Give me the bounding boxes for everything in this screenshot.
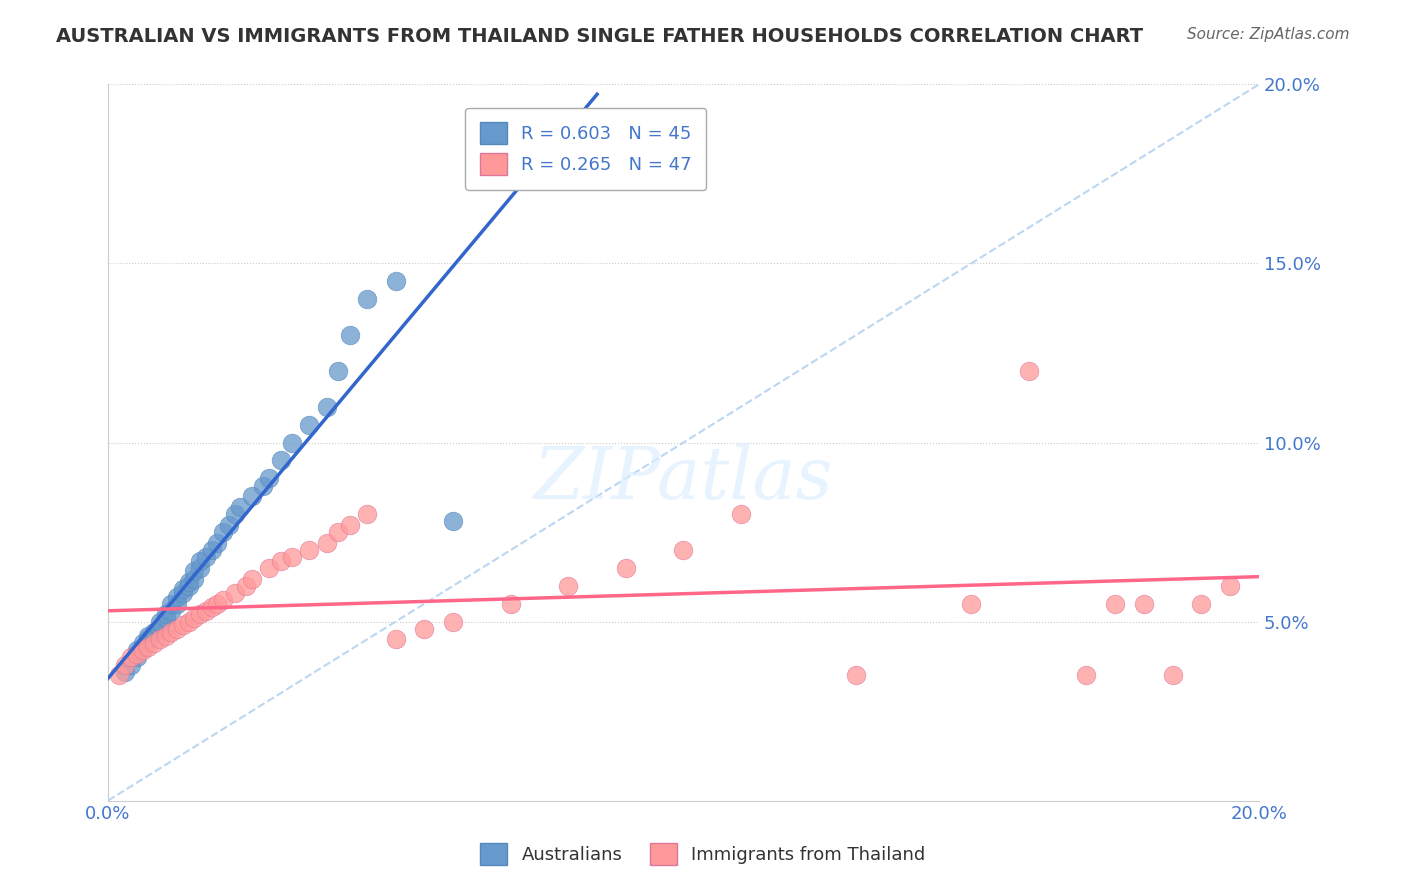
Point [1161, 668, 1184, 682]
Point [188, 607, 211, 622]
Point [529, 113, 551, 128]
Point [240, 572, 263, 586]
Point [188, 561, 211, 575]
Point [172, 586, 194, 600]
Point [155, 611, 177, 625]
Point [136, 640, 159, 654]
Point [212, 593, 235, 607]
Text: AUSTRALIAN VS IMMIGRANTS FROM THAILAND SINGLE FATHER HOUSEHOLDS CORRELATION CHAR: AUSTRALIAN VS IMMIGRANTS FROM THAILAND S… [56, 27, 1143, 45]
Point [298, 417, 321, 432]
Point [188, 554, 211, 568]
Point [194, 604, 217, 618]
Point [207, 597, 229, 611]
Point [131, 640, 153, 654]
Point [207, 536, 229, 550]
Point [200, 600, 222, 615]
Point [384, 632, 406, 647]
Point [155, 607, 177, 622]
Point [281, 435, 304, 450]
Point [155, 629, 177, 643]
Point [356, 293, 378, 307]
Point [166, 597, 188, 611]
Point [339, 328, 361, 343]
Point [1104, 597, 1126, 611]
Point [212, 524, 235, 539]
Point [177, 579, 200, 593]
Point [730, 507, 752, 521]
Point [557, 579, 579, 593]
Point [1018, 364, 1040, 378]
Point [224, 586, 246, 600]
Point [149, 632, 172, 647]
Point [200, 543, 222, 558]
Point [125, 647, 148, 661]
Point [298, 543, 321, 558]
Point [183, 611, 205, 625]
Point [960, 597, 983, 611]
Point [114, 665, 136, 679]
Point [240, 489, 263, 503]
Point [270, 554, 292, 568]
Legend: Australians, Immigrants from Thailand: Australians, Immigrants from Thailand [471, 834, 935, 874]
Point [160, 625, 183, 640]
Point [257, 561, 280, 575]
Point [235, 579, 257, 593]
Point [257, 471, 280, 485]
Point [270, 453, 292, 467]
Point [1219, 579, 1241, 593]
Point [1076, 668, 1098, 682]
Point [131, 636, 153, 650]
Point [315, 400, 337, 414]
Point [120, 650, 142, 665]
Point [160, 597, 183, 611]
Point [614, 561, 637, 575]
Point [143, 636, 166, 650]
Point [218, 517, 240, 532]
Point [183, 565, 205, 579]
Point [845, 668, 868, 682]
Point [166, 590, 188, 604]
Point [172, 618, 194, 632]
Point [114, 657, 136, 672]
Point [315, 536, 337, 550]
Point [356, 507, 378, 521]
Point [131, 643, 153, 657]
Point [120, 657, 142, 672]
Legend: R = 0.603   N = 45, R = 0.265   N = 47: R = 0.603 N = 45, R = 0.265 N = 47 [465, 108, 706, 190]
Point [136, 629, 159, 643]
Point [1132, 597, 1154, 611]
Point [160, 604, 183, 618]
Point [339, 517, 361, 532]
Text: Source: ZipAtlas.com: Source: ZipAtlas.com [1187, 27, 1350, 42]
Point [384, 274, 406, 288]
Point [172, 582, 194, 597]
Point [499, 597, 522, 611]
Point [229, 500, 252, 514]
Point [252, 478, 274, 492]
Point [166, 622, 188, 636]
Point [224, 507, 246, 521]
Point [149, 615, 172, 629]
Point [149, 622, 172, 636]
Point [108, 668, 131, 682]
Point [177, 615, 200, 629]
Point [672, 543, 695, 558]
Point [328, 524, 350, 539]
Point [177, 575, 200, 590]
Point [328, 364, 350, 378]
Point [413, 622, 436, 636]
Point [125, 650, 148, 665]
Point [281, 550, 304, 565]
Point [136, 632, 159, 647]
Point [125, 643, 148, 657]
Point [143, 625, 166, 640]
Point [441, 514, 464, 528]
Point [183, 572, 205, 586]
Point [194, 550, 217, 565]
Point [1189, 597, 1212, 611]
Text: ZIPatlas: ZIPatlas [534, 443, 834, 514]
Point [441, 615, 464, 629]
